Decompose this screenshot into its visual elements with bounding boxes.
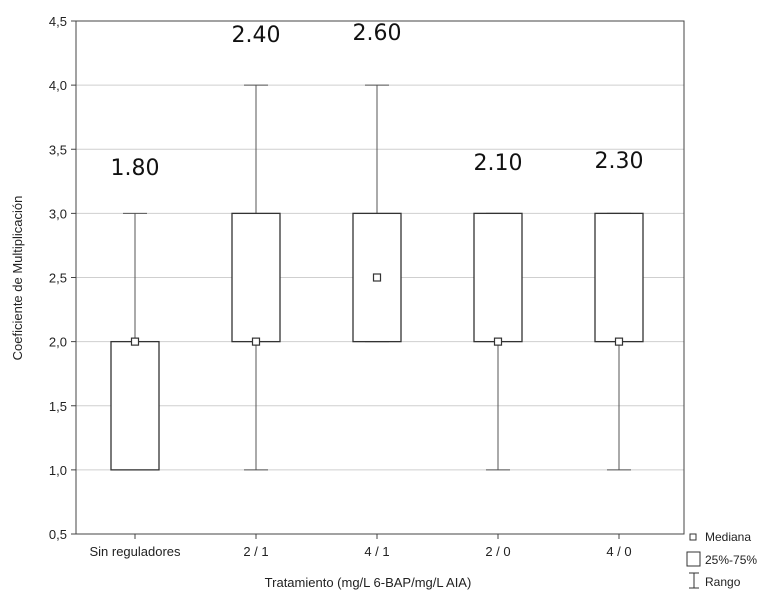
y-tick-label: 0,5 [49,527,67,542]
y-tick-label: 2,5 [49,271,67,286]
mean-annotation: 1.80 [111,156,160,181]
legend-range-marker [689,572,699,589]
y-tick-label: 3,5 [49,142,67,157]
iqr-box [231,212,281,343]
box-group [473,212,523,471]
legend-median-marker [689,533,697,541]
x-tick-label: 2 / 1 [243,544,268,559]
median-marker [251,337,261,346]
mean-annotation: 2.30 [595,149,644,174]
x-axis-ticks: Sin reguladores 2 / 1 4 / 1 2 / 0 4 / 0 [89,534,632,559]
legend-median-label: Mediana [705,530,751,544]
x-tick-label: 4 / 1 [364,544,389,559]
box-group [352,84,402,343]
y-axis-title: Coeficiente de Multiplicación [10,196,25,361]
mean-annotation: 2.10 [474,151,523,176]
box-series [110,84,644,471]
x-tick-label: 2 / 0 [485,544,510,559]
iqr-box [110,340,160,471]
legend: Mediana 25%-75% Rango [686,530,757,589]
y-tick-label: 1,5 [49,399,67,414]
x-tick-label: Sin reguladores [89,544,181,559]
iqr-box [473,212,523,343]
median-marker [372,273,382,282]
iqr-box [594,212,644,343]
y-tick-label: 2,0 [49,335,67,350]
median-marker [493,337,503,346]
y-tick-label: 3,0 [49,206,67,221]
median-marker [614,337,624,346]
y-tick-label: 4,5 [49,14,67,29]
legend-box-label: 25%-75% [705,553,757,567]
y-tick-label: 1,0 [49,463,67,478]
y-tick-label: 4,0 [49,78,67,93]
legend-range-label: Rango [705,575,741,589]
mean-annotation: 2.60 [353,21,402,46]
legend-box-marker [686,551,701,567]
x-axis-title: Tratamiento (mg/L 6-BAP/mg/L AIA) [265,575,472,590]
x-tick-label: 4 / 0 [606,544,631,559]
box-group [110,212,160,471]
box-group [231,84,281,471]
mean-annotation: 2.40 [232,23,281,48]
box-group [594,212,644,471]
y-axis-ticks: 0,5 1,0 1,5 2,0 2,5 3,0 3,5 4,0 4,5 [49,14,76,542]
mean-annotations: 1.80 2.40 2.60 2.10 2.30 [111,21,644,181]
median-marker [130,337,140,346]
